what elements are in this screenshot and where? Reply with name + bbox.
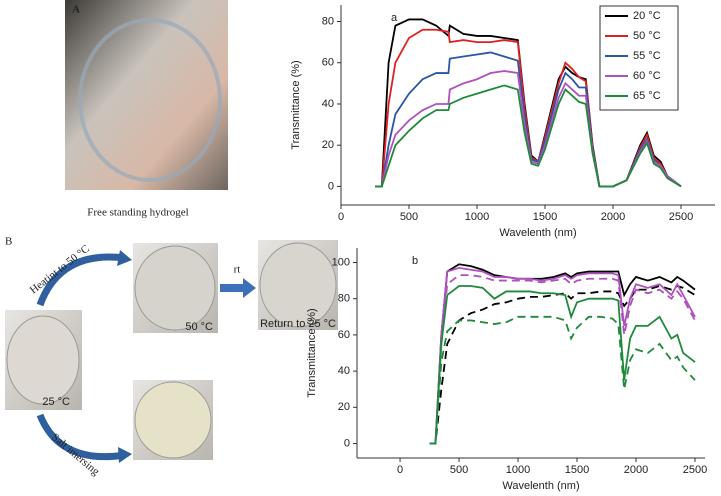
legend-label: 60 °C (633, 70, 661, 82)
arrow (36, 413, 126, 461)
legend-label: 20 °C (633, 10, 661, 22)
dish (259, 242, 337, 328)
legend-label: 65 °C (633, 90, 661, 102)
y-tick-label: 40 (322, 98, 334, 110)
y-tick-label: 80 (322, 15, 334, 27)
panel-label: a (391, 12, 398, 24)
arrowhead (243, 278, 256, 298)
y-tick-label: 0 (328, 180, 334, 192)
y-tick-label: 40 (338, 365, 350, 377)
x-tick-label: 1500 (533, 211, 557, 223)
y-tick-label: 0 (344, 437, 350, 449)
y-tick-label: 20 (322, 139, 334, 151)
x-tick-label: 1000 (506, 464, 530, 476)
dish (134, 245, 216, 331)
photo-label: 25 °C (42, 396, 70, 408)
photo-label: Return to 25 °C (260, 318, 336, 330)
x-tick-label: 0 (338, 211, 344, 223)
caption: Free standing hydrogel (87, 207, 188, 219)
y-axis-title: Transmittance (%) (306, 308, 318, 397)
x-tick-label: 1000 (465, 211, 489, 223)
panel-letter: B (5, 236, 12, 248)
x-tick-label: 500 (450, 464, 468, 476)
x-axis-title: Wavelenth (nm) (499, 227, 576, 239)
series-line (429, 285, 696, 445)
y-tick-label: 80 (338, 293, 350, 305)
y-tick-label: 20 (338, 401, 350, 413)
series-line (429, 263, 696, 445)
arrow-label: Heatint to 50 °C (28, 243, 92, 297)
y-axis-title: Transmittance (%) (290, 60, 302, 149)
arrowhead (117, 250, 132, 266)
x-tick-label: 2000 (601, 211, 625, 223)
x-tick-label: 2500 (683, 464, 707, 476)
x-tick-label: 0 (397, 464, 403, 476)
y-tick-label: 60 (322, 57, 334, 69)
legend-label: 55 °C (633, 50, 661, 62)
photo-label: 50 °C (185, 321, 213, 333)
arrow-label: rt (234, 264, 241, 276)
x-axis-title: Wavelenth (nm) (502, 480, 579, 492)
legend (599, 5, 679, 111)
arrow (36, 253, 126, 307)
dish (134, 381, 212, 459)
photo-hydrogel (65, 0, 228, 190)
x-tick-label: 500 (400, 211, 418, 223)
series-line (429, 266, 696, 445)
x-tick-label: 2000 (624, 464, 648, 476)
series-line (429, 315, 696, 445)
series-line (375, 84, 682, 188)
dish-rim (78, 18, 222, 182)
legend-label: 50 °C (633, 30, 661, 42)
panel-label: b (412, 255, 418, 267)
panel-letter: A (72, 4, 80, 16)
x-tick-label: 1500 (565, 464, 589, 476)
series-line (429, 285, 696, 445)
y-tick-label: 60 (338, 329, 350, 341)
y-tick-label: 100 (332, 256, 350, 268)
x-tick-label: 2500 (669, 211, 693, 223)
series-line (429, 274, 696, 445)
dish (6, 315, 80, 405)
arrowhead (118, 447, 132, 463)
